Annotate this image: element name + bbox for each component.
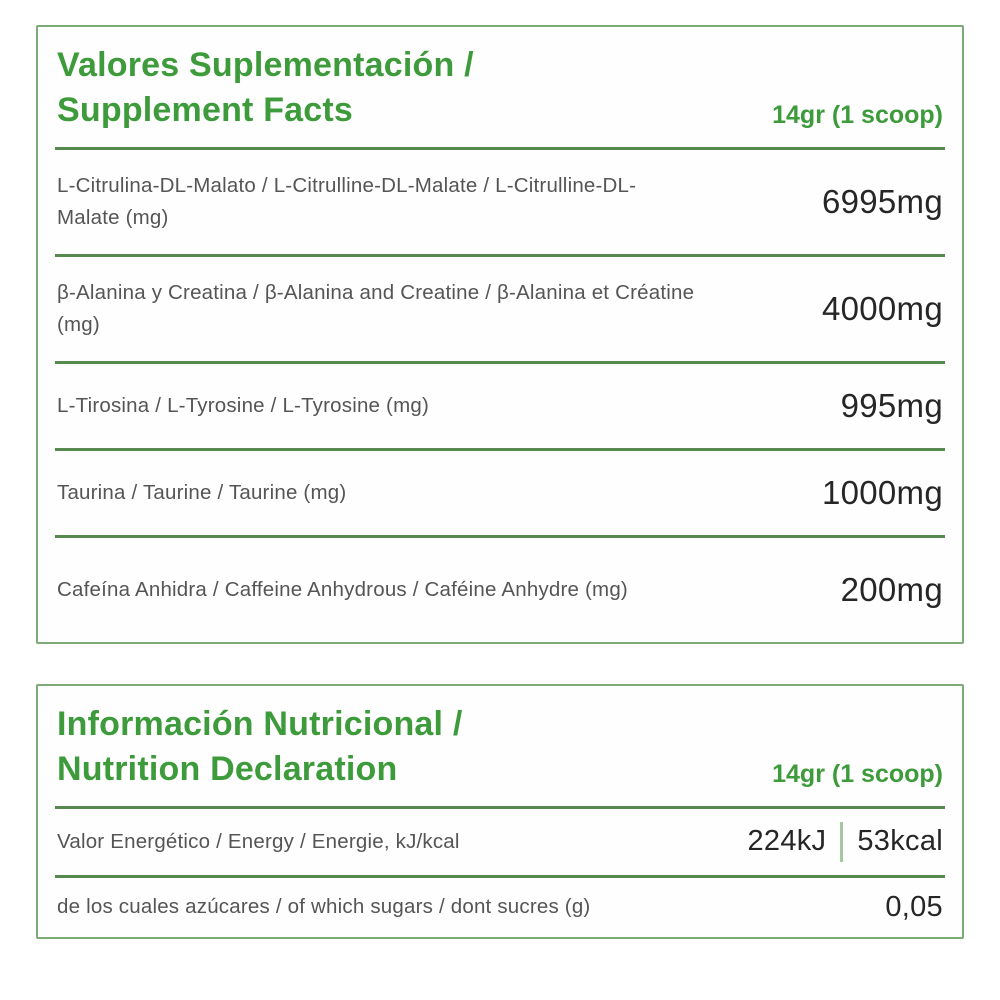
nutrition-serving-size: 14gr (1 scoop) (772, 759, 943, 788)
ingredient-value: 6995mg (821, 182, 943, 220)
sugars-value: 0,05 (885, 890, 943, 923)
ingredient-value: 995mg (840, 386, 943, 424)
ingredient-label: Cafeína Anhidra / Caffeine Anhydrous / C… (57, 577, 628, 601)
energy-value-kj: 224kJ (747, 825, 827, 857)
supplement-title-line2: Supplement Facts (57, 90, 354, 129)
supplement-facts-panel: Valores Suplementación / Supplement Fact… (36, 25, 964, 644)
nutrition-title-line2: Nutrition Declaration (57, 749, 398, 788)
ingredient-row: L-Tirosina / L-Tyrosine / L-Tyrosine (mg… (55, 360, 945, 448)
nutrition-declaration-panel: Información Nutricional / Nutrition Decl… (36, 683, 964, 939)
energy-label: Valor Energético / Energy / Energie, kJ/… (57, 829, 460, 853)
sugars-label: de los cuales azúcares / of which sugars… (57, 895, 591, 919)
value-divider (840, 821, 844, 862)
supplement-serving-size: 14gr (1 scoop) (772, 100, 943, 129)
ingredient-row: Cafeína Anhidra / Caffeine Anhydrous / C… (55, 534, 945, 642)
ingredient-row: L-Citrulina-DL-Malato / L-Citrulline-DL-… (55, 146, 945, 254)
energy-row: Valor Energético / Energy / Energie, kJ/… (55, 805, 945, 875)
ingredient-row: Taurina / Taurine / Taurine (mg) 1000mg (55, 447, 945, 535)
supplement-title-line1: Valores Suplementación / (57, 46, 474, 84)
nutrition-title-line1: Información Nutricional / (57, 704, 463, 743)
energy-values: 224kJ 53kcal (747, 821, 943, 862)
ingredient-value: 1000mg (821, 473, 943, 511)
nutrition-panel-title: Información Nutricional / Nutrition Decl… (57, 702, 462, 792)
ingredient-label: Taurina / Taurine / Taurine (mg) (57, 480, 347, 504)
ingredient-label: β-Alanina y Creatina / β-Alanina and Cre… (57, 280, 695, 336)
sugars-row: de los cuales azúcares / of which sugars… (55, 874, 945, 937)
ingredient-label: L-Citrulina-DL-Malato / L-Citrulline-DL-… (57, 173, 637, 229)
ingredient-label: L-Tirosina / L-Tyrosine / L-Tyrosine (mg… (57, 393, 429, 417)
supplement-panel-title: Valores Suplementación / Supplement Fact… (57, 43, 474, 133)
ingredient-row: β-Alanina y Creatina / β-Alanina and Cre… (55, 253, 945, 361)
nutrition-panel-header: Información Nutricional / Nutrition Decl… (55, 686, 945, 806)
supplement-panel-header: Valores Suplementación / Supplement Fact… (55, 27, 945, 147)
energy-value-kcal: 53kcal (857, 825, 943, 857)
ingredient-value: 4000mg (821, 289, 943, 327)
ingredient-value: 200mg (840, 570, 943, 608)
